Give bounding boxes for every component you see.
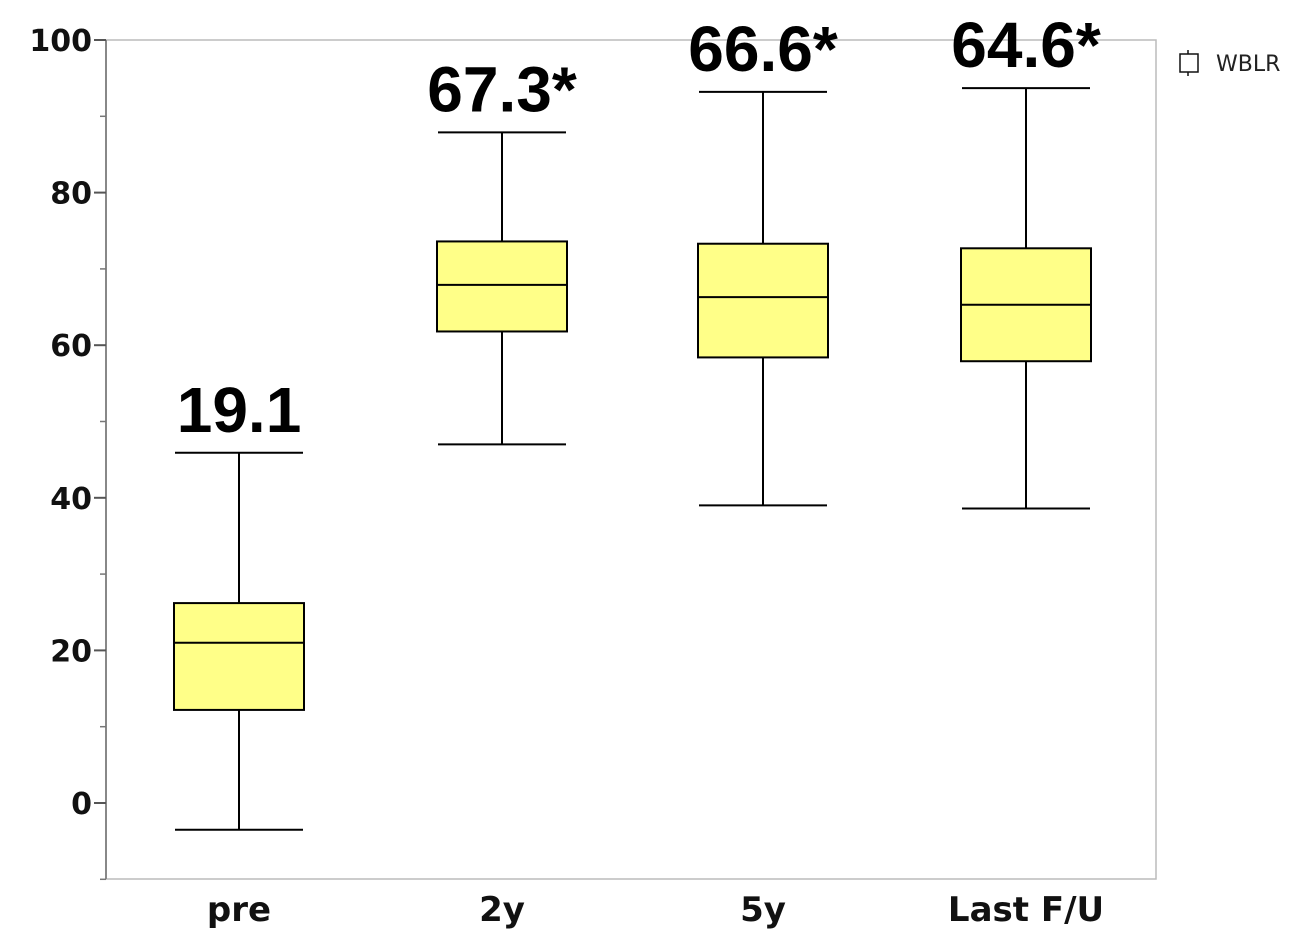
box-pre bbox=[173, 451, 305, 831]
y-tick-label: 80 bbox=[50, 177, 92, 212]
data-label: 67.3* bbox=[427, 53, 577, 125]
y-tick-label: 20 bbox=[50, 634, 92, 669]
x-tick-label: pre bbox=[207, 890, 271, 930]
box-2y bbox=[436, 131, 568, 446]
y-tick-label: 100 bbox=[29, 24, 92, 59]
box-5y bbox=[697, 90, 829, 507]
x-tick-label: 5y bbox=[740, 890, 786, 930]
data-label: 64.6* bbox=[951, 9, 1101, 81]
iqr-box bbox=[697, 242, 829, 359]
y-tick-label: 40 bbox=[50, 482, 92, 517]
legend-label: WBLR bbox=[1216, 52, 1280, 77]
iqr-box bbox=[436, 240, 568, 333]
data-label: 19.1 bbox=[177, 374, 302, 446]
legend-box-icon bbox=[1179, 50, 1199, 76]
x-tick-label: 2y bbox=[479, 890, 525, 930]
plot-frame bbox=[105, 39, 1157, 880]
y-tick-label: 60 bbox=[50, 329, 92, 364]
y-tick-label: 0 bbox=[71, 787, 92, 822]
iqr-box bbox=[173, 602, 305, 711]
x-tick-label: Last F/U bbox=[948, 890, 1104, 930]
legend: WBLR bbox=[1179, 50, 1280, 77]
data-label: 66.6* bbox=[688, 13, 838, 85]
box-last-f-u bbox=[960, 87, 1092, 510]
